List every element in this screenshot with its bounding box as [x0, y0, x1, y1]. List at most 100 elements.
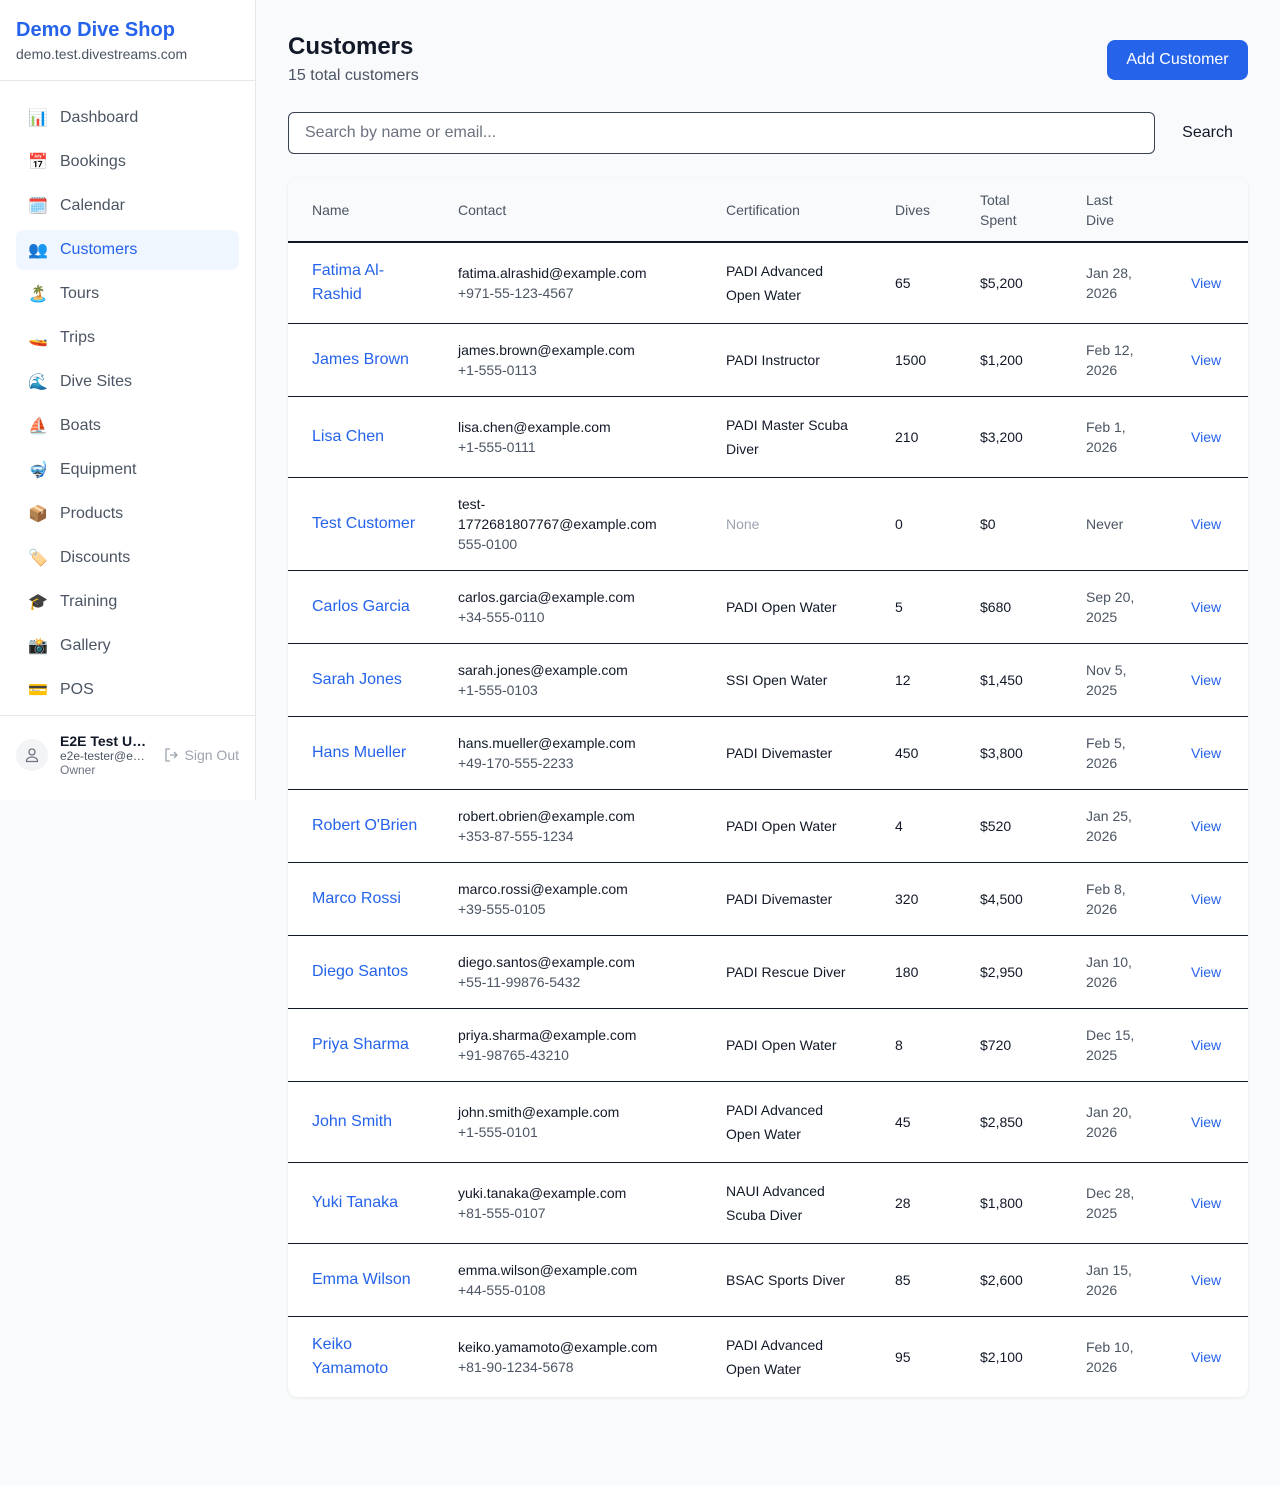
sidebar-item-label: Trips: [60, 329, 95, 346]
customer-certification: PADI Instructor: [726, 352, 820, 368]
customer-name-link[interactable]: Marco Rossi: [312, 890, 401, 907]
customer-dives: 5: [871, 570, 956, 644]
customer-name-link[interactable]: James Brown: [312, 351, 409, 368]
customer-name-link[interactable]: Lisa Chen: [312, 428, 385, 445]
view-customer-link[interactable]: View: [1191, 745, 1222, 761]
add-customer-button[interactable]: Add Customer: [1107, 40, 1248, 80]
table-row: Test Customer test-1772681807767@example…: [288, 477, 1248, 571]
customer-name-link[interactable]: Priya Sharma: [312, 1036, 409, 1053]
sidebar-item-products[interactable]: 📦 Products: [16, 494, 239, 534]
shop-name[interactable]: Demo Dive Shop: [16, 19, 175, 41]
customer-email: james.brown@example.com: [458, 342, 635, 358]
view-customer-link[interactable]: View: [1191, 891, 1222, 907]
customer-dives: 85: [871, 1243, 956, 1317]
view-customer-link[interactable]: View: [1191, 275, 1222, 291]
column-header-certification: Certification: [702, 178, 871, 243]
customer-last-dive: Never: [1086, 516, 1124, 532]
sidebar-item-tours[interactable]: 🏝️ Tours: [16, 274, 239, 314]
customer-dives: 95: [895, 1349, 911, 1365]
sidebar-item-calendar[interactable]: 🗓️ Calendar: [16, 186, 239, 226]
customer-total-spent: $0: [956, 477, 1062, 571]
customer-total-spent: $520: [956, 789, 1062, 863]
customer-name-link[interactable]: Carlos Garcia: [312, 598, 410, 615]
customer-email: keiko.yamamoto@example.com: [458, 1339, 658, 1355]
table-row: Robert O'Brien robert.obrien@example.com…: [288, 789, 1248, 863]
view-customer-link[interactable]: View: [1191, 964, 1222, 980]
customer-phone: +81-90-1234-5678: [458, 1359, 574, 1375]
sidebar-item-label: Equipment: [60, 461, 137, 478]
customer-certification: PADI Open Water: [726, 599, 837, 615]
sidebar-item-boats[interactable]: ⛵ Boats: [16, 406, 239, 446]
customer-name-link[interactable]: Hans Mueller: [312, 744, 407, 761]
view-customer-link[interactable]: View: [1191, 429, 1222, 445]
customer-dives: 4: [871, 789, 956, 863]
customer-certification: PADI Advanced Open Water: [726, 1102, 824, 1142]
sidebar-item-bookings[interactable]: 📅 Bookings: [16, 142, 239, 182]
customer-name-link[interactable]: Keiko Yamamoto: [312, 1336, 389, 1377]
sidebar-item-trips[interactable]: 🚤 Trips: [16, 318, 239, 358]
customer-total-spent: $1,450: [956, 643, 1062, 717]
view-customer-link[interactable]: View: [1191, 599, 1222, 615]
customer-name-link[interactable]: Robert O'Brien: [312, 817, 418, 834]
customer-email: hans.mueller@example.com: [458, 735, 636, 751]
trips-icon: 🚤: [28, 330, 48, 347]
customer-total-spent: $2,950: [956, 935, 1062, 1009]
customer-total-spent: $2,600: [956, 1243, 1062, 1317]
customer-name-link[interactable]: Test Customer: [312, 515, 416, 532]
column-header-total-spent: Total Spent: [956, 178, 1062, 243]
sidebar-item-customers[interactable]: 👥 Customers: [16, 230, 239, 270]
sidebar-item-discounts[interactable]: 🏷️ Discounts: [16, 538, 239, 578]
customer-certification: PADI Rescue Diver: [726, 964, 846, 980]
customer-name-link[interactable]: Emma Wilson: [312, 1271, 411, 1288]
customer-certification: PADI Advanced Open Water: [726, 1337, 824, 1377]
customer-total-spent: $5,200: [956, 242, 1062, 324]
customer-email: robert.obrien@example.com: [458, 808, 635, 824]
customer-email: emma.wilson@example.com: [458, 1262, 638, 1278]
customer-certification: NAUI Advanced Scuba Diver: [726, 1183, 825, 1223]
customer-last-dive: Dec 15, 2025: [1086, 1027, 1135, 1063]
table-row: Sarah Jones sarah.jones@example.com +1-55…: [288, 643, 1248, 717]
brand: Demo Dive Shop demo.test.divestreams.com: [0, 0, 255, 81]
view-customer-link[interactable]: View: [1191, 672, 1222, 688]
customer-dives: 0: [871, 477, 956, 571]
sign-out-icon: [164, 748, 178, 762]
sidebar-item-gallery[interactable]: 📸 Gallery: [16, 626, 239, 666]
sidebar-item-dashboard[interactable]: 📊 Dashboard: [16, 98, 239, 138]
customer-name-link[interactable]: Yuki Tanaka: [312, 1194, 398, 1211]
customer-dives: 180: [871, 935, 956, 1009]
view-customer-link[interactable]: View: [1191, 352, 1222, 368]
sign-out-button[interactable]: Sign Out: [163, 747, 239, 763]
customer-phone: +1-555-0101: [458, 1124, 538, 1140]
sidebar-item-equipment[interactable]: 🤿 Equipment: [16, 450, 239, 490]
customer-name-link[interactable]: Sarah Jones: [312, 671, 402, 688]
view-customer-link[interactable]: View: [1191, 1037, 1222, 1053]
sidebar-item-training[interactable]: 🎓 Training: [16, 582, 239, 622]
avatar: [16, 739, 48, 771]
customer-name-link[interactable]: John Smith: [312, 1113, 393, 1130]
user-role: Owner: [60, 763, 96, 777]
customer-name-link[interactable]: Diego Santos: [312, 963, 409, 980]
view-customer-link[interactable]: View: [1191, 516, 1222, 532]
discounts-icon: 🏷️: [28, 550, 48, 567]
sidebar-item-pos[interactable]: 💳 POS: [16, 670, 239, 710]
customer-certification: SSI Open Water: [726, 672, 828, 688]
view-customer-link[interactable]: View: [1191, 1349, 1222, 1365]
view-customer-link[interactable]: View: [1191, 1114, 1222, 1130]
sidebar: Demo Dive Shop demo.test.divestreams.com…: [0, 0, 256, 800]
customer-name-link[interactable]: Fatima Al-Rashid: [312, 262, 385, 303]
view-customer-link[interactable]: View: [1191, 1195, 1222, 1211]
sidebar-item-label: Calendar: [60, 197, 125, 214]
customer-last-dive: Feb 5, 2026: [1086, 735, 1126, 771]
customer-phone: +971-55-123-4567: [458, 285, 574, 301]
search-input[interactable]: [288, 112, 1155, 154]
view-customer-link[interactable]: View: [1191, 818, 1222, 834]
sidebar-item-dive-sites[interactable]: 🌊 Dive Sites: [16, 362, 239, 402]
search-button[interactable]: Search: [1167, 112, 1248, 154]
customer-last-dive: Nov 5, 2025: [1086, 662, 1127, 698]
customer-total-spent: $1,200: [956, 323, 1062, 397]
sidebar-item-label: Customers: [60, 241, 138, 258]
table-row: Lisa Chen lisa.chen@example.com +1-555-01…: [288, 396, 1248, 478]
view-customer-link[interactable]: View: [1191, 1272, 1222, 1288]
customer-last-dive: Sep 20, 2025: [1086, 589, 1135, 625]
table-row: Marco Rossi marco.rossi@example.com +39-5…: [288, 862, 1248, 936]
